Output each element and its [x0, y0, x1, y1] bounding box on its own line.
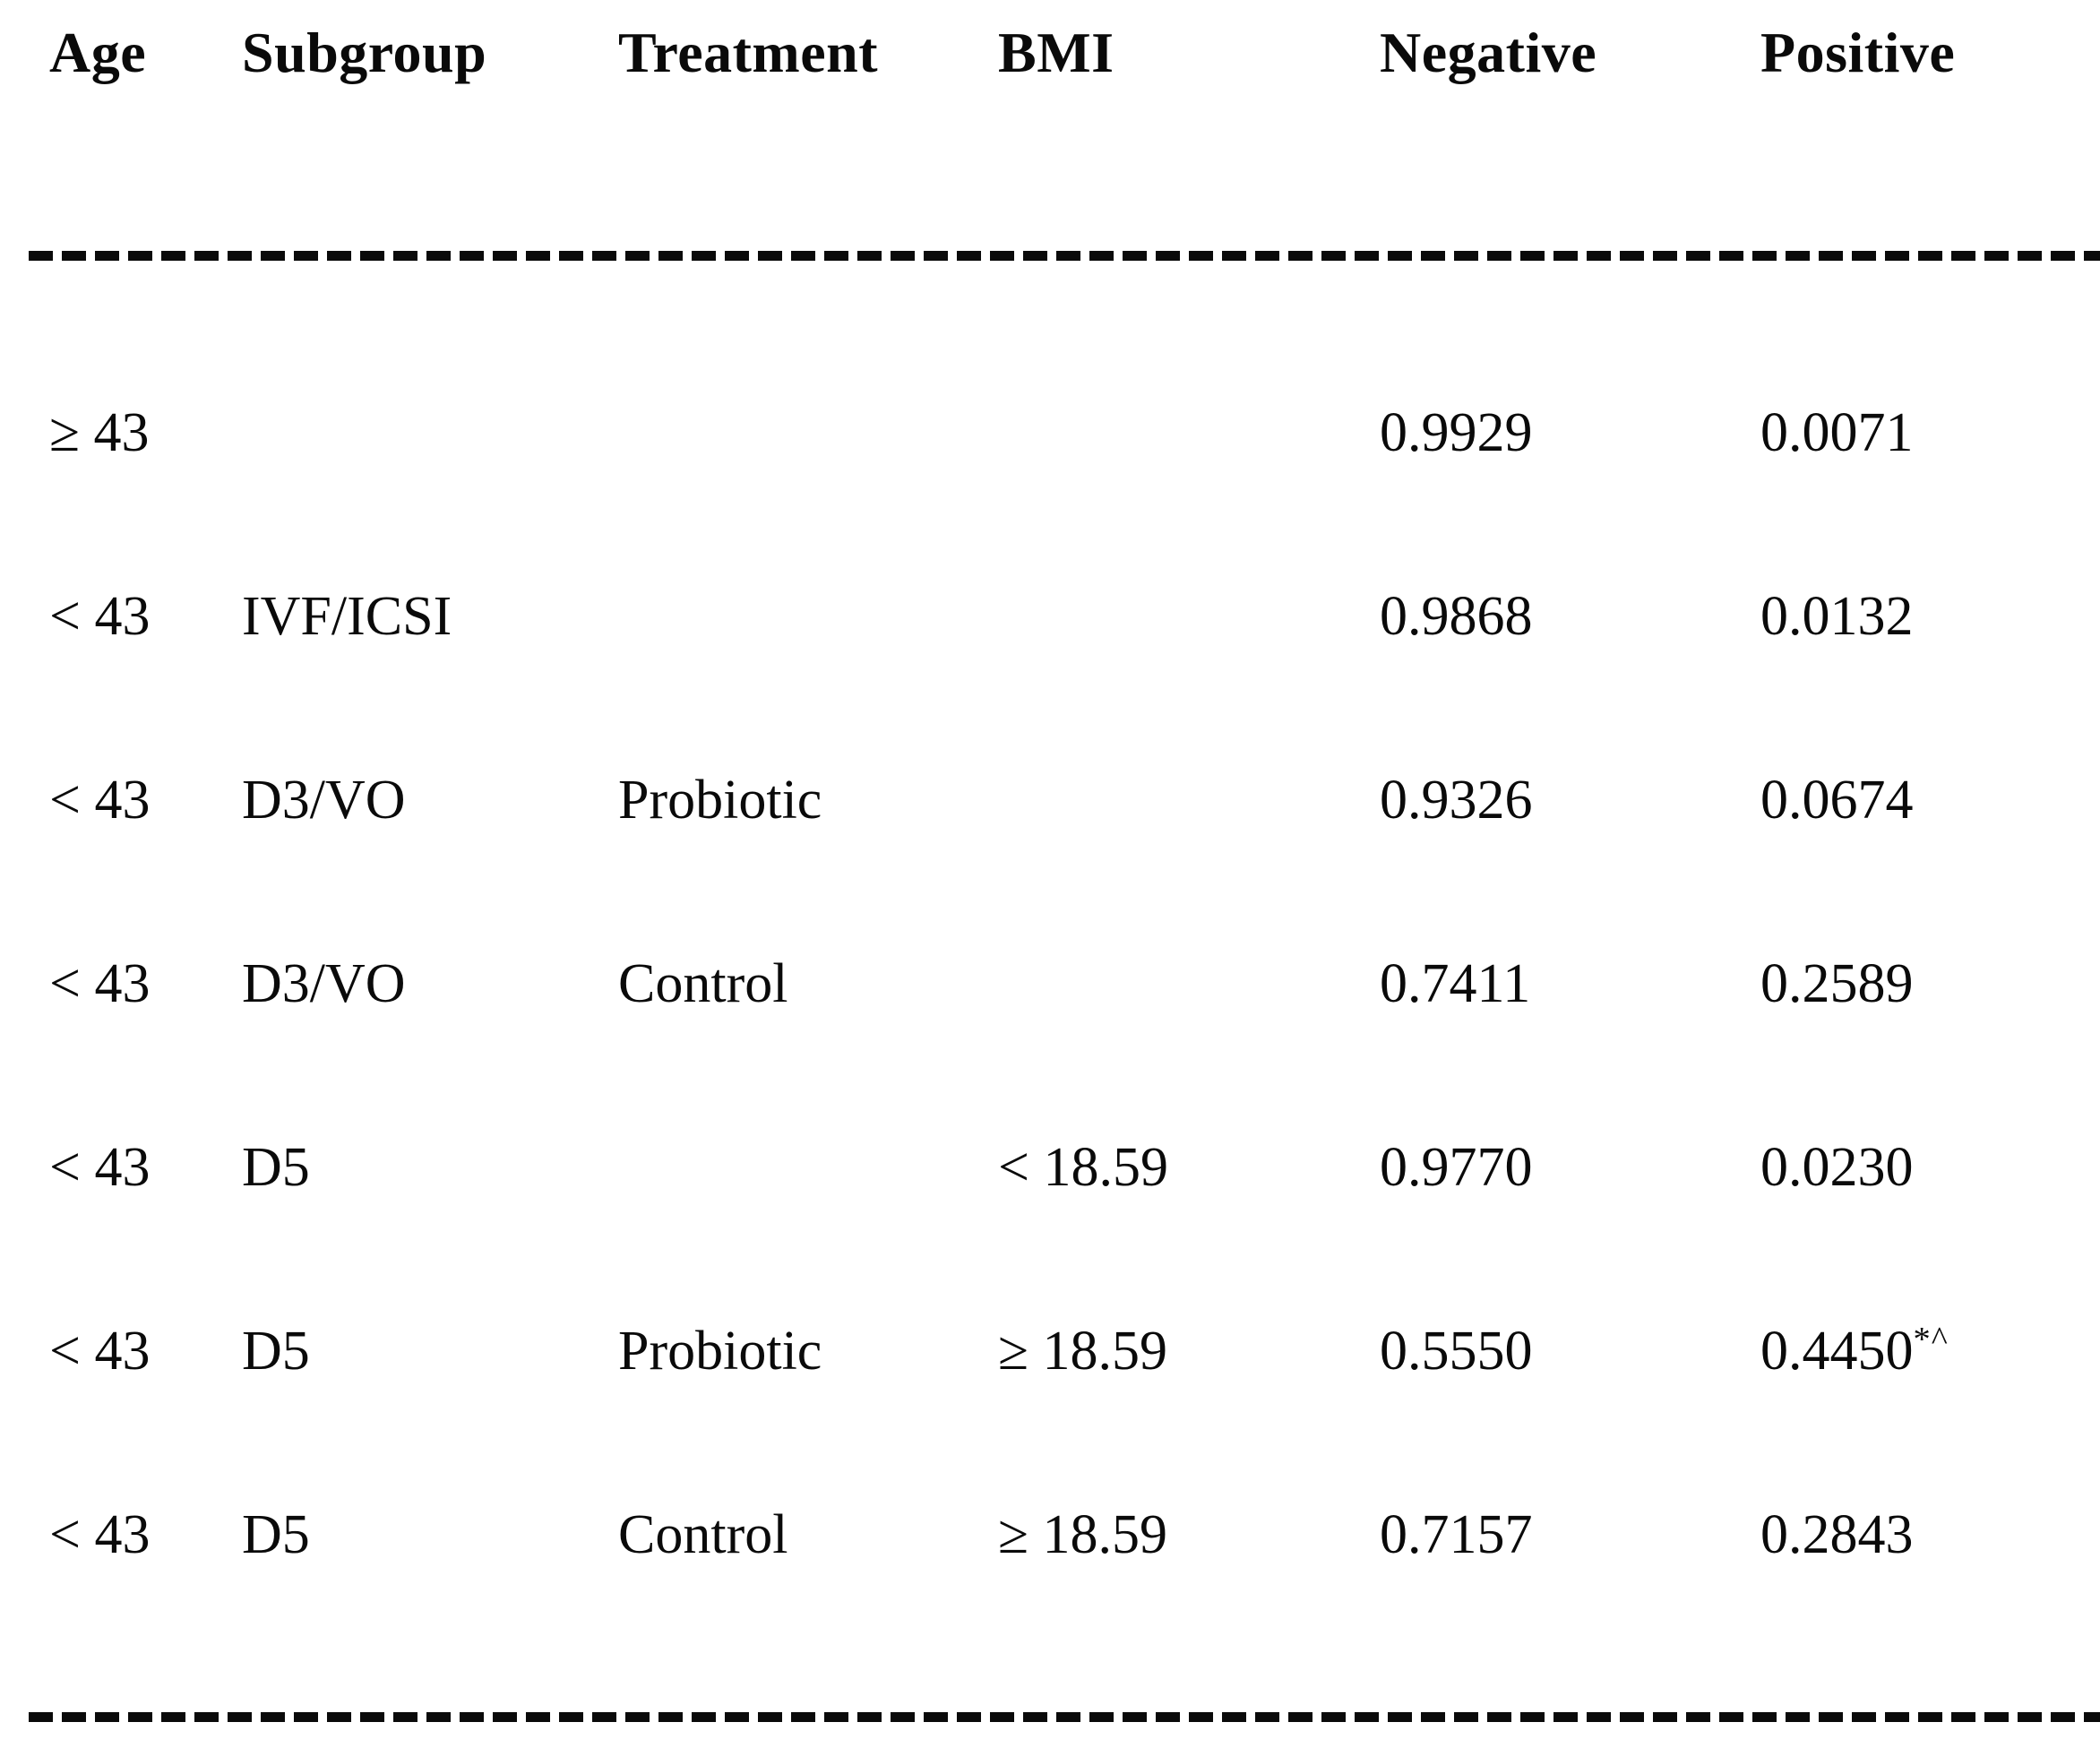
table-row: < 43 D5 Control ≥ 18.59 0.7157 0.2843 [0, 1443, 2100, 1627]
table-row: < 43 D3/VO Control 0.7411 0.2589 [0, 892, 2100, 1076]
significance-marker: *^ [1913, 1320, 1949, 1358]
cell-negative: 0.9929 [1380, 402, 1533, 463]
cell-subgroup: D5 [242, 1137, 310, 1198]
cell-positive: 0.0071 [1760, 401, 2100, 465]
positive-value: 0.2589 [1760, 953, 1914, 1015]
positive-value: 0.4450 [1760, 1321, 1914, 1382]
cell-age: < 43 [49, 586, 151, 647]
column-header-subgroup: Subgroup [242, 21, 487, 84]
cell-subgroup: D3/VO [242, 953, 406, 1014]
column-header-age: Age [49, 21, 147, 84]
cell-negative: 0.9326 [1380, 770, 1533, 831]
cell-negative: 0.7411 [1380, 953, 1531, 1014]
cell-subgroup: D5 [242, 1504, 310, 1565]
cell-treatment: Probiotic [618, 1321, 822, 1382]
cell-subgroup: IVF/ICSI [242, 586, 452, 647]
cell-positive: 0.2589 [1760, 952, 2100, 1016]
cell-subgroup: D3/VO [242, 770, 406, 831]
positive-value: 0.2843 [1760, 1504, 1914, 1566]
positive-value: 0.0230 [1760, 1137, 1914, 1199]
cell-negative: 0.5550 [1380, 1321, 1533, 1382]
table-row: < 43 D5 Probiotic ≥ 18.59 0.5550 0.4450*… [0, 1260, 2100, 1443]
table-row: < 43 D5 < 18.59 0.9770 0.0230 [0, 1076, 2100, 1260]
cell-bmi: ≥ 18.59 [998, 1504, 1168, 1565]
cell-positive: 0.4450*^ [1760, 1320, 2100, 1383]
table-body: ≥ 43 0.9929 0.0071 < 43 IVF/ICSI 0.9868 … [0, 341, 2100, 1627]
cell-treatment: Control [618, 1504, 788, 1565]
positive-value: 0.0132 [1760, 586, 1914, 648]
positive-value: 0.0674 [1760, 770, 1914, 831]
cell-age: < 43 [49, 770, 151, 831]
table-row: ≥ 43 0.9929 0.0071 [0, 341, 2100, 525]
cell-positive: 0.0132 [1760, 585, 2100, 649]
cell-negative: 0.9770 [1380, 1137, 1533, 1198]
column-header-bmi: BMI [998, 21, 1115, 84]
dashed-divider-top [29, 251, 2100, 261]
dashed-divider-bottom [29, 1712, 2100, 1722]
column-header-negative: Negative [1380, 21, 1597, 84]
cell-age: < 43 [49, 953, 151, 1014]
cell-age: < 43 [49, 1137, 151, 1198]
cell-subgroup: D5 [242, 1321, 310, 1382]
cell-bmi: < 18.59 [998, 1137, 1168, 1198]
cell-negative: 0.7157 [1380, 1504, 1533, 1565]
cell-treatment: Probiotic [618, 770, 822, 831]
positive-value: 0.0071 [1760, 402, 1914, 464]
cell-bmi: ≥ 18.59 [998, 1321, 1168, 1382]
cell-age: < 43 [49, 1504, 151, 1565]
table-row: < 43 IVF/ICSI 0.9868 0.0132 [0, 525, 2100, 709]
cell-positive: 0.0674 [1760, 769, 2100, 832]
table-header-row: Age Subgroup Treatment BMI Negative Posi… [0, 0, 2100, 251]
table-row: < 43 D3/VO Probiotic 0.9326 0.0674 [0, 709, 2100, 892]
column-header-positive: Positive [1760, 21, 1956, 84]
cell-positive: 0.2843 [1760, 1503, 2100, 1567]
cell-age: < 43 [49, 1321, 151, 1382]
cell-age: ≥ 43 [49, 402, 150, 463]
cell-positive: 0.0230 [1760, 1136, 2100, 1200]
column-header-treatment: Treatment [618, 21, 879, 84]
cell-negative: 0.9868 [1380, 586, 1533, 647]
cell-treatment: Control [618, 953, 788, 1014]
